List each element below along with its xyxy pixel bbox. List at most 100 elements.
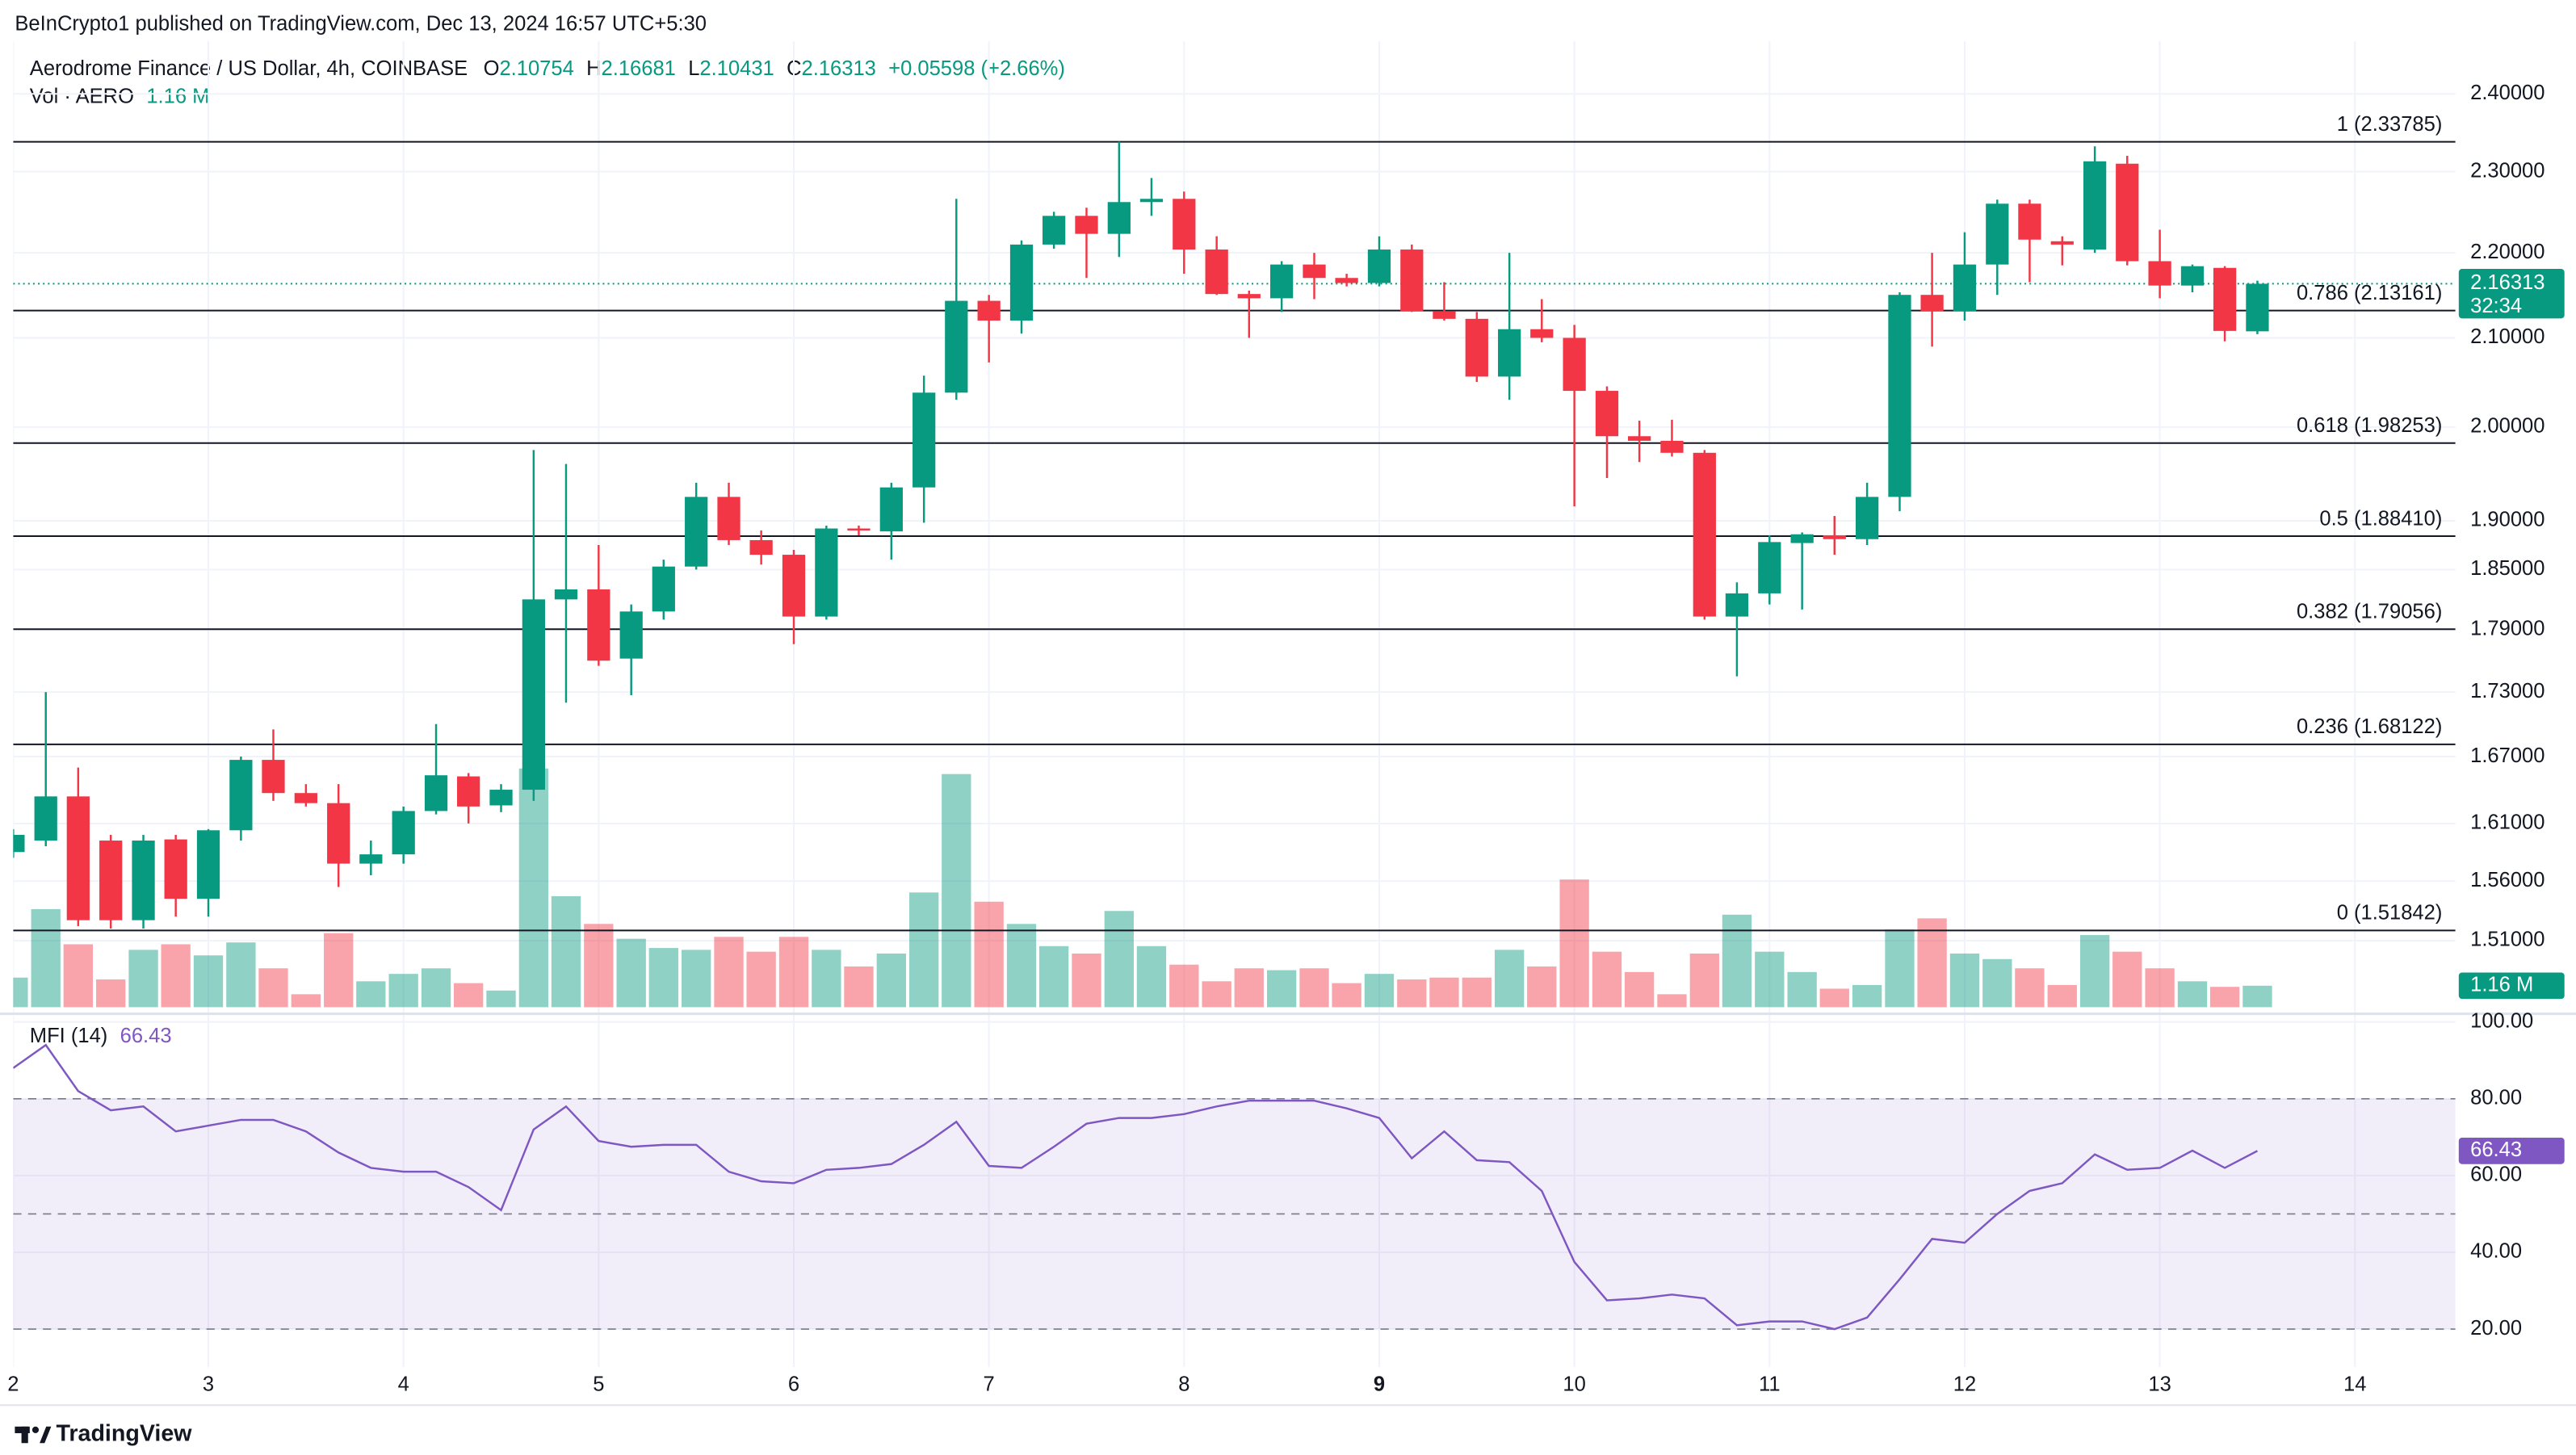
candle-body [99,841,123,920]
candle-body [587,589,610,661]
candle-body [1563,338,1586,392]
volume-bar [1982,958,2012,1008]
volume-bar [812,950,841,1008]
volume-bar [778,937,809,1008]
volume-bar [2242,985,2272,1008]
candle-body [1627,436,1651,441]
volume-bar [128,950,158,1008]
ohlc-value: 2.10754 [499,57,573,80]
volume-bar [1462,977,1491,1008]
mfi-value: 66.43 [120,1025,172,1047]
volume-bar [2145,968,2175,1008]
y-tick-label: 2.10000 [2470,325,2545,348]
volume-bar [1202,981,1231,1008]
x-tick-label: 4 [398,1373,409,1395]
ohlc-letter: O [484,57,500,80]
volume-value: 1.16 M [146,85,209,107]
candle-body [749,539,773,556]
volume-bar [1755,951,1785,1008]
x-tick-label: 5 [593,1373,604,1395]
mfi-tick-label: 40.00 [2470,1240,2522,1263]
candle-body [132,841,155,920]
candle-body [782,555,806,617]
candle-body [2213,267,2237,331]
volume-bar [1852,984,1882,1008]
volume-bar [714,937,744,1008]
volume-bar [584,924,614,1008]
volume-bar [1819,988,1849,1008]
candle-body [327,803,350,864]
candle-body [1107,202,1131,234]
volume-bar [616,938,646,1008]
y-tick-label: 1.85000 [2470,557,2545,580]
candle-body [1173,199,1196,250]
volume-bar [1234,968,1264,1008]
volume-bar [2079,935,2110,1008]
mfi-legend: MFI (14) 66.43 [30,1025,172,1047]
change: +0.05598 (+2.66%) [888,57,1065,80]
volume-bar [1266,970,1297,1008]
volume-bar [1038,946,1069,1008]
volume-bar [421,968,451,1008]
candle-body [229,760,253,831]
candle-body [1693,452,1716,617]
candle-body [1725,593,1749,617]
volume-bar [356,981,386,1008]
candle-body [1270,264,1294,299]
candle-body [34,796,57,841]
candle-body [196,830,220,899]
x-tick-label: 11 [1759,1373,1781,1395]
candle-body [66,796,90,920]
volume-badge-label: 1.16 M [2470,974,2533,996]
volume-title: Vol · AERO [30,85,134,107]
candle-body [945,300,968,393]
candle-body [457,776,480,807]
volume-bar [2209,987,2240,1008]
fib-label: 1 (2.33785) [2337,113,2443,136]
ohlc-value: 2.16313 [802,57,876,80]
volume-bar [648,948,678,1008]
candle-body [847,528,871,530]
mfi-title: MFI (14) [30,1025,108,1047]
ohlc-letter: H [586,57,601,80]
fib-label: 0.786 (2.13161) [2297,282,2442,304]
x-tick-label: 13 [2148,1373,2171,1395]
candle-body [1465,318,1488,377]
volume-bar [193,955,224,1008]
volume-bar [844,966,874,1008]
x-tick-label: 12 [1953,1373,1976,1395]
volume-bar [1722,914,1752,1008]
price-badge [2458,269,2565,319]
y-tick-label: 1.67000 [2470,744,2545,767]
candle-body [1205,249,1228,295]
candle-body [2116,163,2139,262]
candle-body [489,790,513,806]
candle-body [1920,295,1944,312]
candle-body [913,392,936,488]
volume-bar [1429,977,1459,1008]
volume-bar [31,908,61,1008]
volume-bar [876,953,906,1008]
volume-bar [161,944,191,1008]
volume-bar [388,974,418,1008]
volume-bar [1397,979,1427,1008]
candle-body [1139,199,1164,203]
y-tick-label: 1.56000 [2470,869,2545,891]
volume-bar [2047,984,2077,1008]
x-tick-label: 3 [203,1373,214,1395]
candle-body [652,566,675,612]
candle-body [1237,294,1261,299]
volume-bar [1494,950,1525,1008]
candle-body [1400,249,1424,312]
volume-legend: Vol · AERO 1.16 M [30,85,210,107]
candle-body [1303,264,1326,279]
candle-body [1823,535,1846,539]
candle-body [1953,264,1977,312]
volume-bar [63,944,93,1008]
y-tick-label: 1.79000 [2470,618,2545,640]
volume-bar [1006,924,1037,1008]
x-tick-label: 10 [1563,1373,1585,1395]
candle-body [1758,542,1781,593]
candle-body [879,487,903,532]
volume-bar [909,892,939,1008]
